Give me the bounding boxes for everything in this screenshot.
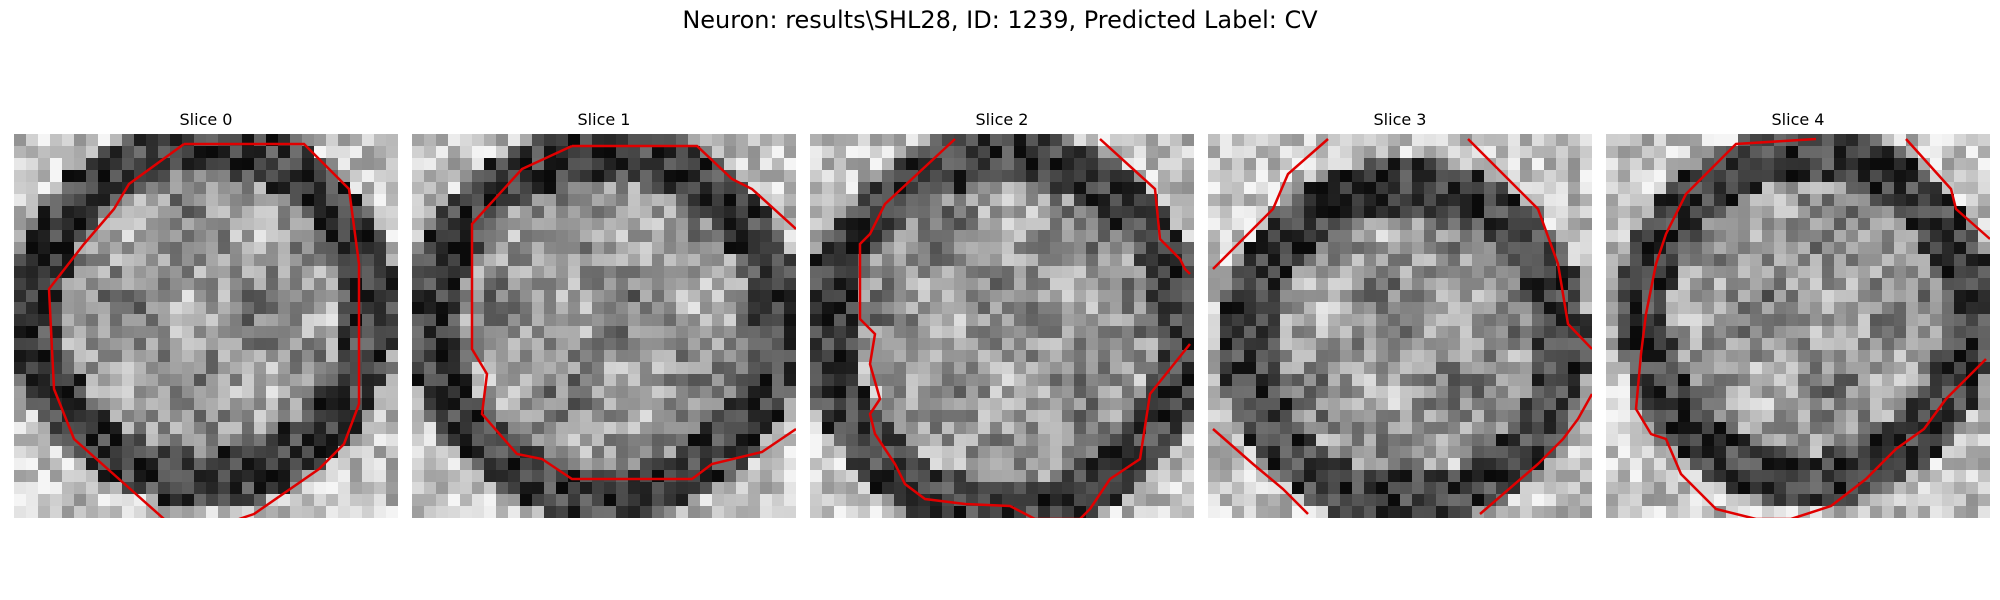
slice-image — [412, 134, 796, 518]
slice-panel-2: Slice 2 — [810, 108, 1194, 518]
slice-panel-4: Slice 4 — [1606, 108, 1990, 518]
slice-panel-1: Slice 1 — [412, 108, 796, 518]
figure-title: Neuron: results\SHL28, ID: 1239, Predict… — [682, 6, 1318, 34]
contour-line — [1905, 138, 1990, 240]
contour-line — [858, 138, 1191, 518]
contour-line — [184, 142, 361, 518]
contour-line — [47, 142, 185, 518]
contour-line — [1479, 393, 1592, 515]
contour-line — [1099, 138, 1191, 275]
slice-panel-0: Slice 0 — [14, 108, 398, 518]
contour-line — [1212, 428, 1309, 515]
slice-title: Slice 0 — [179, 110, 233, 129]
contour-line — [1634, 137, 1987, 518]
slice-image — [14, 134, 398, 518]
contour-line — [1212, 138, 1329, 270]
slice-image — [1606, 134, 1990, 518]
slice-title: Slice 1 — [577, 110, 631, 129]
slice-image — [1208, 134, 1592, 518]
contour-line — [572, 144, 796, 230]
contour-line — [1467, 138, 1592, 350]
slice-title: Slice 4 — [1771, 110, 1825, 129]
slice-title: Slice 3 — [1373, 110, 1427, 129]
slice-image — [810, 134, 1194, 518]
contour-line — [470, 144, 796, 481]
slice-title: Slice 2 — [975, 110, 1029, 129]
slice-panel-3: Slice 3 — [1208, 108, 1592, 518]
